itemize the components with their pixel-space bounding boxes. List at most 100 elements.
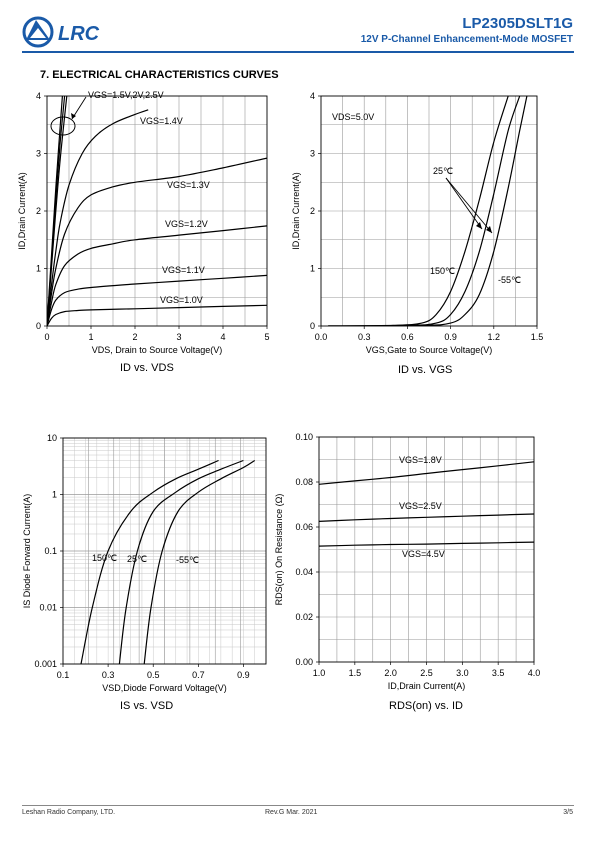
x-tick-label: 3 — [176, 332, 181, 342]
annotation-label: VGS=1.0V — [160, 295, 203, 305]
x-tick-label: 1.0 — [313, 668, 326, 678]
y-tick-label: 0.01 — [39, 603, 57, 613]
footer-revision: Rev.G Mar. 2021 — [265, 809, 318, 816]
y-tick-label: 0.001 — [34, 659, 57, 669]
annotation-label: VDS=5.0V — [332, 112, 374, 122]
y-tick-label: 0 — [310, 321, 315, 331]
x-tick-label: 1.2 — [488, 332, 501, 342]
footer-company: Leshan Radio Company, LTD. — [22, 809, 116, 816]
series-line-150 — [80, 459, 219, 664]
annotation-label: 150℃ — [92, 553, 117, 563]
y-axis-label: ID,Drain Current(A) — [17, 172, 27, 250]
annotation-label: VGS=1.4V — [140, 116, 183, 126]
x-tick-label: 4 — [220, 332, 225, 342]
y-tick-label: 3 — [310, 149, 315, 159]
y-tick-label: 1 — [52, 490, 57, 500]
x-tick-label: 3.5 — [492, 668, 505, 678]
y-axis-label: ID,Drain Current(A) — [291, 172, 301, 250]
series-line-55 — [143, 459, 256, 664]
x-tick-label: 0.7 — [192, 670, 205, 680]
y-tick-label: 3 — [36, 149, 41, 159]
x-tick-label: 2 — [132, 332, 137, 342]
y-tick-label: 0.1 — [44, 546, 57, 556]
y-axis-label: IS Diode Forward Current(A) — [22, 494, 32, 609]
x-tick-label: 3.0 — [456, 668, 469, 678]
chart-caption-id-vds: ID vs. VDS — [120, 362, 174, 374]
logo-mark — [22, 16, 54, 48]
y-tick-label: 2 — [36, 206, 41, 216]
y-tick-label: 0.10 — [295, 432, 313, 442]
highlight-ellipse — [50, 116, 76, 136]
chart-caption-rds-id: RDS(on) vs. ID — [389, 700, 463, 712]
section-title: 7. ELECTRICAL CHARACTERISTICS CURVES — [40, 69, 279, 81]
y-tick-label: 0 — [36, 321, 41, 331]
y-tick-label: 2 — [310, 206, 315, 216]
series-line-vgs-1-3v — [47, 157, 267, 326]
y-tick-label: 4 — [36, 91, 41, 101]
annotation-label: -55℃ — [176, 555, 199, 565]
lrc-logo: LRC — [22, 16, 100, 48]
annotation-label: 25℃ — [433, 166, 453, 176]
series-line-vgs-1-2v — [47, 225, 267, 326]
annotation-label: VGS=1.3V — [167, 180, 210, 190]
x-tick-label: 0.5 — [147, 670, 160, 680]
series-line-vgs-2-5v — [319, 513, 534, 522]
annotation-label: VGS=1.5V,2V,2.5V — [88, 90, 164, 100]
x-tick-label: 1 — [88, 332, 93, 342]
logo-text: LRC — [58, 23, 100, 45]
footer-divider — [22, 805, 574, 806]
y-tick-label: 0.06 — [295, 522, 313, 532]
y-tick-label: 0.02 — [295, 612, 313, 622]
annotation-label: VGS=1.1V — [162, 265, 205, 275]
x-tick-label: 5 — [264, 332, 269, 342]
x-tick-label: 0 — [44, 332, 49, 342]
annotation-label: VGS=1.8V — [399, 455, 442, 465]
footer-page: 3/5 — [563, 809, 573, 816]
annotation-label: VGS=4.5V — [402, 549, 445, 559]
x-axis-label: ID,Drain Current(A) — [388, 681, 466, 691]
x-tick-label: 2.5 — [420, 668, 433, 678]
x-axis-label: VSD,Diode Forward Voltage(V) — [102, 683, 227, 693]
x-tick-label: 0.1 — [57, 670, 70, 680]
annotation-label: 150℃ — [430, 266, 455, 276]
x-tick-label: 1.5 — [531, 332, 544, 342]
arrow-head — [486, 226, 492, 233]
series-line-vgs-1-8v — [319, 461, 534, 485]
part-number: LP2305DSLT1G — [462, 15, 573, 32]
y-tick-label: 4 — [310, 91, 315, 101]
y-tick-label: 10 — [47, 433, 57, 443]
series-line-vgs-1-0v — [47, 304, 267, 326]
y-axis-label: RDS(on) On Resistance (Ω) — [274, 494, 284, 606]
leader-arrowhead — [71, 113, 76, 119]
chart-caption-id-vgs: ID vs. VGS — [398, 364, 453, 376]
arrow-line — [445, 177, 493, 234]
annotation-label: -55℃ — [498, 275, 521, 285]
x-tick-label: 0.3 — [358, 332, 371, 342]
annotation-label: 25℃ — [127, 554, 147, 564]
x-axis-label: VDS, Drain to Source Voltage(V) — [92, 345, 223, 355]
x-tick-label: 4.0 — [528, 668, 541, 678]
chart-caption-is-vsd: IS vs. VSD — [120, 700, 174, 712]
x-axis-label: VGS,Gate to Source Voltage(V) — [366, 345, 493, 355]
x-tick-label: 0.3 — [102, 670, 115, 680]
y-tick-label: 1 — [36, 264, 41, 274]
series-line-55 — [328, 96, 528, 326]
series-line-25 — [118, 459, 244, 664]
header-divider — [22, 51, 574, 53]
series-line-vgs-1-1v — [47, 274, 267, 326]
arrow-line — [445, 177, 483, 230]
x-tick-label: 0.9 — [444, 332, 457, 342]
y-tick-label: 0.00 — [295, 657, 313, 667]
y-tick-label: 0.08 — [295, 477, 313, 487]
y-tick-label: 0.04 — [295, 567, 313, 577]
x-tick-label: 2.0 — [384, 668, 397, 678]
y-tick-label: 1 — [310, 264, 315, 274]
document-subtitle: 12V P-Channel Enhancement-Mode MOSFET — [360, 34, 573, 45]
annotation-label: VGS=1.2V — [165, 219, 208, 229]
series-line-vgs-4-5v — [319, 541, 534, 547]
annotation-label: VGS=2.5V — [399, 501, 442, 511]
x-tick-label: 0.0 — [315, 332, 328, 342]
x-tick-label: 1.5 — [349, 668, 362, 678]
series-line-vgs-1-4v — [47, 109, 149, 326]
